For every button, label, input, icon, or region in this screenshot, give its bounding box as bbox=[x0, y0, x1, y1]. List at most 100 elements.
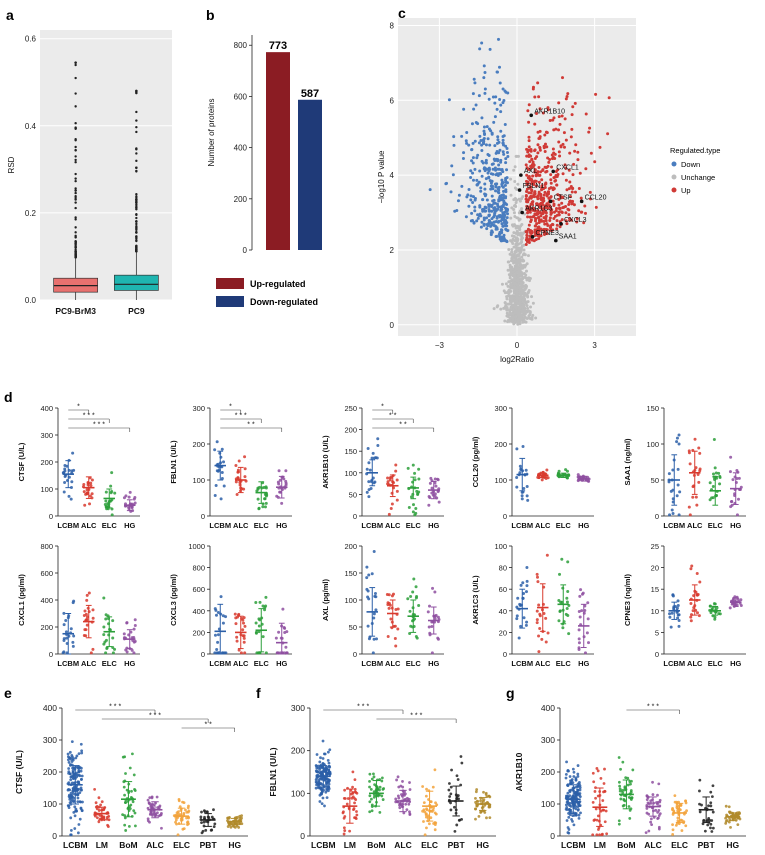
point-up bbox=[524, 163, 528, 167]
point-up bbox=[546, 156, 550, 160]
y-tick-label: 0 bbox=[52, 831, 57, 841]
x-tick-label: LCBM bbox=[361, 521, 383, 530]
group-bom bbox=[617, 756, 635, 826]
x-tick-label: BoM bbox=[367, 840, 385, 850]
point-up bbox=[578, 171, 582, 175]
data-point bbox=[675, 440, 679, 444]
point-unchange bbox=[515, 317, 519, 321]
data-point bbox=[595, 818, 599, 822]
y-tick-label: 200 bbox=[234, 195, 248, 204]
group-alc bbox=[536, 468, 550, 482]
outlier-point bbox=[74, 172, 77, 176]
point-down bbox=[483, 182, 487, 186]
data-point bbox=[417, 467, 421, 471]
point-up bbox=[569, 184, 573, 188]
data-point bbox=[368, 785, 371, 789]
point-down bbox=[497, 151, 501, 155]
data-point bbox=[398, 803, 401, 807]
data-point bbox=[656, 817, 660, 820]
data-point bbox=[576, 772, 580, 776]
data-point bbox=[668, 615, 672, 619]
data-point bbox=[688, 462, 692, 466]
x-tick-label: ALC bbox=[644, 840, 661, 850]
data-point bbox=[575, 800, 579, 803]
point-up bbox=[531, 87, 535, 91]
data-point bbox=[425, 787, 428, 791]
data-point bbox=[574, 785, 578, 789]
point-down bbox=[498, 148, 502, 152]
data-point bbox=[605, 832, 609, 836]
data-point bbox=[586, 617, 590, 621]
point-down bbox=[482, 129, 486, 133]
data-point bbox=[367, 461, 371, 465]
point-down bbox=[493, 182, 497, 186]
data-point bbox=[617, 780, 621, 784]
data-point bbox=[657, 809, 661, 812]
data-point bbox=[409, 595, 413, 599]
point-down bbox=[485, 125, 489, 129]
point-up bbox=[533, 230, 537, 234]
data-point bbox=[651, 793, 655, 796]
y-tick-label: 300 bbox=[43, 735, 57, 745]
group-lcbm bbox=[213, 440, 226, 501]
point-unchange bbox=[513, 290, 517, 294]
y-axis-label: CCL20 (pg/ml) bbox=[471, 436, 480, 487]
y-axis-label: SAA1 (ng/ml) bbox=[623, 438, 632, 486]
data-point bbox=[264, 501, 268, 505]
outlier-point bbox=[74, 206, 77, 210]
x-tick-label: HG bbox=[428, 659, 439, 668]
x-tick-label: LCBM bbox=[361, 659, 383, 668]
point-down bbox=[465, 141, 469, 145]
point-unchange bbox=[518, 228, 522, 232]
data-point bbox=[578, 615, 582, 619]
data-point bbox=[366, 447, 370, 451]
data-point bbox=[177, 799, 181, 803]
data-point bbox=[627, 805, 631, 808]
point-up bbox=[588, 126, 592, 130]
group-elc bbox=[671, 794, 688, 836]
bar-value-label: 587 bbox=[301, 88, 319, 100]
data-point bbox=[414, 507, 418, 511]
data-point bbox=[718, 482, 722, 486]
data-point bbox=[430, 491, 434, 495]
data-point bbox=[213, 633, 217, 637]
data-point bbox=[93, 787, 97, 791]
point-unchange bbox=[522, 243, 526, 247]
data-point bbox=[315, 776, 319, 780]
x-tick-label: ELC bbox=[671, 840, 688, 850]
data-point bbox=[351, 770, 355, 774]
y-tick-label: 0 bbox=[390, 321, 395, 330]
point-down bbox=[487, 207, 491, 211]
point-up bbox=[536, 151, 540, 155]
data-point bbox=[591, 800, 595, 804]
y-axis-label: CXCL1 (pg/ml) bbox=[17, 574, 26, 626]
data-point bbox=[656, 801, 660, 804]
point-up bbox=[567, 202, 571, 206]
data-point bbox=[577, 792, 581, 795]
point-down bbox=[490, 194, 494, 198]
point-unchange bbox=[519, 314, 523, 318]
x-tick-label: ELC bbox=[406, 521, 422, 530]
point-unchange bbox=[527, 314, 531, 318]
data-point bbox=[434, 484, 438, 488]
data-point bbox=[343, 829, 347, 832]
point-up bbox=[554, 178, 558, 182]
point-up bbox=[551, 199, 555, 203]
data-point bbox=[79, 807, 83, 811]
point-down bbox=[480, 174, 484, 178]
data-point bbox=[645, 811, 649, 815]
data-point bbox=[535, 575, 539, 579]
data-point bbox=[100, 800, 104, 804]
outlier-point bbox=[135, 200, 138, 203]
data-point bbox=[669, 489, 673, 493]
outlier-point bbox=[74, 122, 77, 125]
point-down bbox=[491, 199, 495, 203]
data-point bbox=[711, 826, 715, 830]
point-unchange bbox=[513, 310, 517, 314]
data-point bbox=[66, 758, 70, 762]
data-point bbox=[677, 513, 681, 517]
point-unchange bbox=[518, 225, 522, 229]
data-point bbox=[572, 823, 576, 827]
y-tick-label: 0 bbox=[655, 650, 659, 659]
